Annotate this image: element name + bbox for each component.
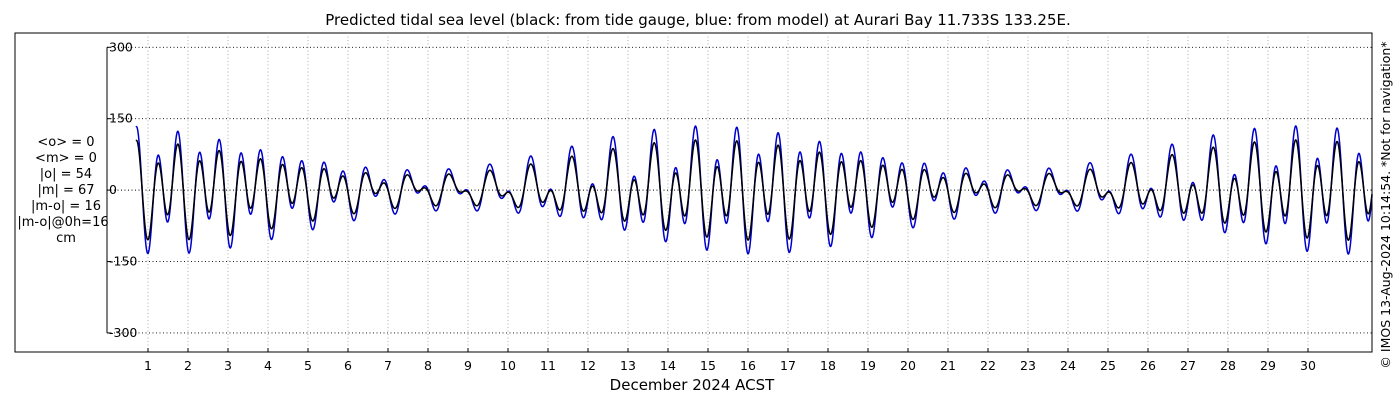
y-tick-label: 300 bbox=[109, 39, 133, 54]
x-tick-label: 20 bbox=[900, 358, 916, 373]
x-tick-label: 7 bbox=[384, 358, 392, 373]
stat-abs-model: |m| = 67 bbox=[37, 183, 94, 198]
stat-mean-model: <m> = 0 bbox=[35, 151, 97, 166]
x-tick-label: 15 bbox=[700, 358, 716, 373]
x-tick-label: 12 bbox=[580, 358, 596, 373]
x-tick-label: 9 bbox=[464, 358, 472, 373]
x-tick-label: 22 bbox=[980, 358, 996, 373]
x-tick-label: 26 bbox=[1140, 358, 1156, 373]
x-tick-label: 21 bbox=[940, 358, 956, 373]
x-tick-label: 6 bbox=[344, 358, 352, 373]
x-tick-label: 29 bbox=[1260, 358, 1276, 373]
x-tick-label: 25 bbox=[1100, 358, 1116, 373]
x-tick-label: 23 bbox=[1020, 358, 1036, 373]
copyright-note: © IMOS 13-Aug-2024 10:14:54. *Not for na… bbox=[1378, 41, 1393, 368]
x-tick-label: 10 bbox=[500, 358, 516, 373]
y-tick-label: 150 bbox=[109, 111, 133, 126]
stat-mean-observed: <o> = 0 bbox=[37, 135, 94, 150]
x-tick-label: 28 bbox=[1220, 358, 1236, 373]
x-tick-label: 24 bbox=[1060, 358, 1076, 373]
x-tick-label: 27 bbox=[1180, 358, 1196, 373]
x-axis-label: December 2024 ACST bbox=[610, 376, 775, 394]
stat-units: cm bbox=[56, 231, 76, 246]
chart-title: Predicted tidal sea level (black: from t… bbox=[325, 11, 1071, 29]
x-tick-label: 13 bbox=[620, 358, 636, 373]
stat-abs-difference: |m-o| = 16 bbox=[31, 199, 101, 214]
x-tick-label: 2 bbox=[184, 358, 192, 373]
x-tick-label: 8 bbox=[424, 358, 432, 373]
stat-abs-difference-0h: |m-o|@0h=16 bbox=[17, 215, 108, 230]
x-tick-label: 5 bbox=[304, 358, 312, 373]
series-tide-gauge-line bbox=[135, 139, 1373, 241]
y-tick-label: -300 bbox=[109, 325, 137, 340]
x-axis-ticks: 1 2 3 4 5 6 7 8 9 10 11 12 13 14 15 16 17 18 19 20 21 22 23 24 2… bbox=[144, 348, 1316, 373]
x-tick-label: 18 bbox=[820, 358, 836, 373]
y-tick-label: 0 bbox=[109, 182, 117, 197]
stat-abs-observed: |o| = 54 bbox=[40, 167, 92, 182]
x-tick-label: 16 bbox=[740, 358, 756, 373]
x-tick-label: 4 bbox=[264, 358, 272, 373]
x-tick-label: 17 bbox=[780, 358, 796, 373]
x-tick-label: 14 bbox=[660, 358, 676, 373]
x-tick-label: 1 bbox=[144, 358, 152, 373]
x-tick-label: 11 bbox=[540, 358, 556, 373]
x-tick-label: 30 bbox=[1300, 358, 1316, 373]
y-axis-ticks: 300 150 0 -150 -300 bbox=[106, 39, 137, 340]
grid-lines bbox=[107, 33, 1372, 352]
x-tick-label: 3 bbox=[224, 358, 232, 373]
y-tick-label: -150 bbox=[109, 254, 137, 269]
plot-frame bbox=[14, 32, 1373, 353]
x-tick-label: 19 bbox=[860, 358, 876, 373]
